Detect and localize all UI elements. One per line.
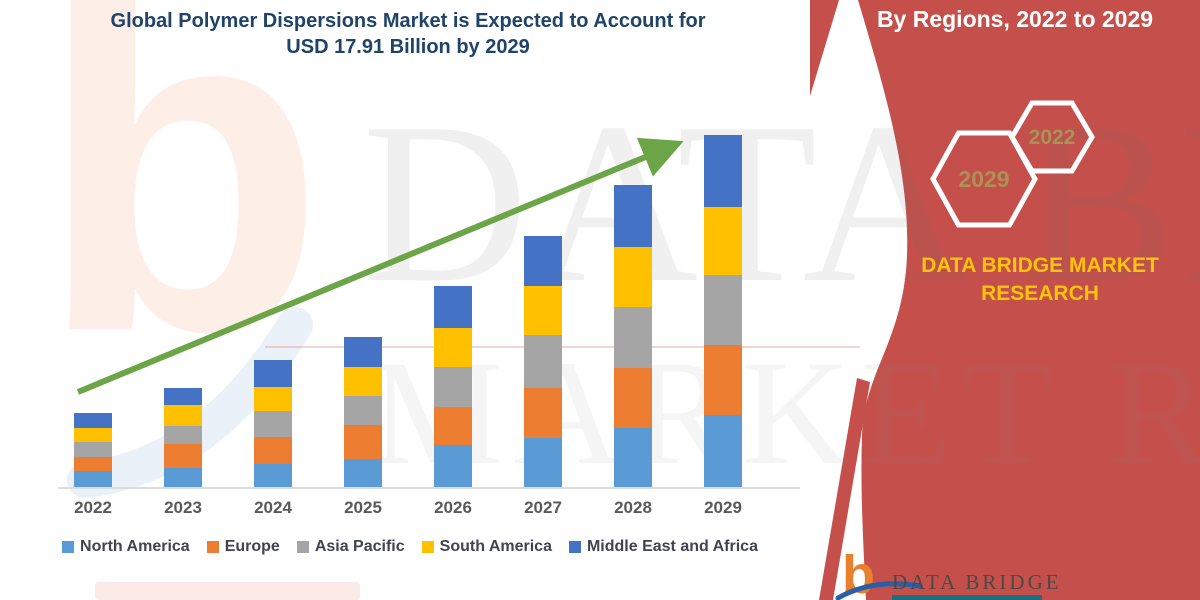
chart-title-line2: USD 17.91 Billion by 2029: [286, 36, 530, 58]
legend-item: Asia Pacific: [296, 538, 405, 556]
bar-segment-2022: [74, 428, 112, 443]
legend-label: Europe: [224, 538, 280, 555]
x-axis-label: 2023: [164, 498, 202, 517]
legend-item: South America: [421, 538, 552, 556]
legend-swatch-icon: [62, 541, 75, 553]
legend-item: Europe: [206, 538, 280, 556]
legend-swatch-icon: [568, 541, 581, 553]
bar-segment-2023: [164, 404, 202, 426]
bar-segment-2026: [434, 366, 472, 408]
bar-segment-2025: [344, 425, 382, 460]
bar-segment-2027: [524, 286, 562, 336]
bar-segment-2029: [704, 415, 742, 487]
bar-segment-2023: [164, 425, 202, 444]
bar-segment-2024: [254, 437, 292, 465]
bar-segment-2022: [74, 471, 112, 487]
panel-heading: By Regions, 2022 to 2029: [876, 6, 1154, 32]
bar-segment-2023: [164, 443, 202, 468]
watermark-text-line2: MARKET RESEARCH: [370, 330, 1200, 496]
bar-segment-2029: [704, 135, 742, 208]
bar-segment-2023: [164, 467, 202, 487]
chart-title: Global Polymer Dispersions Market is Exp…: [0, 8, 816, 60]
bar-segment-2027: [524, 388, 562, 439]
hexagon-2022-label: 2022: [1029, 126, 1076, 149]
watermark-pink-bar: [95, 582, 360, 600]
bar-segment-2029: [704, 345, 742, 416]
bar-segment-2027: [524, 438, 562, 487]
x-axis-label: 2022: [74, 498, 112, 517]
bar-segment-2025: [344, 396, 382, 426]
bar-segment-2029: [704, 275, 742, 346]
bar-segment-2027: [524, 236, 562, 287]
legend: North America Europe Asia Pacific South Ame…: [0, 538, 820, 556]
bar-segment-2023: [164, 387, 202, 405]
bar-segment-2025: [344, 459, 382, 487]
watermark-text-line1: DATA BRIDGE: [362, 75, 1200, 330]
legend-swatch-icon: [296, 541, 309, 553]
legend-item: Middle East and Africa: [568, 538, 758, 556]
bar-segment-2029: [704, 207, 742, 276]
footer-logo-strip: [892, 595, 1042, 600]
x-axis-label: 2028: [614, 498, 652, 517]
brand-line2: RESEARCH: [981, 282, 1099, 305]
bar-segment-2025: [344, 366, 382, 397]
bar-segment-2022: [74, 412, 112, 429]
legend-swatch-icon: [206, 541, 219, 553]
faint-gridline: [265, 346, 860, 348]
legend-item: North America: [62, 538, 190, 556]
chart-title-line1: Global Polymer Dispersions Market is Exp…: [110, 10, 706, 32]
x-axis-label: 2026: [434, 498, 472, 517]
bar-segment-2028: [614, 428, 652, 487]
x-axis-line: [58, 487, 800, 489]
brand-text: DATA BRIDGE MARKET RESEARCH: [880, 252, 1200, 308]
hexagon-2029-label: 2029: [958, 166, 1009, 192]
hexagon-2029: 2029: [930, 130, 1038, 228]
bar-segment-2026: [434, 444, 472, 487]
x-axis-label: 2024: [254, 498, 292, 517]
bar-segment-2028: [614, 185, 652, 248]
bar-segment-2024: [254, 464, 292, 487]
bar-segment-2026: [434, 407, 472, 445]
footer-logo-text: DATA BRIDGE: [892, 570, 1062, 594]
footer-logo-swoosh-icon: [835, 581, 923, 600]
bar-segment-2025: [344, 336, 382, 367]
bar-segment-2024: [254, 387, 292, 412]
bar-segment-2026: [434, 285, 472, 329]
legend-swatch-icon: [421, 541, 434, 553]
legend-label: North America: [80, 538, 190, 555]
x-axis-label: 2027: [524, 498, 562, 517]
legend-label: South America: [439, 538, 552, 555]
bar-segment-2028: [614, 307, 652, 369]
bar-segment-2028: [614, 247, 652, 308]
bar-segment-2022: [74, 442, 112, 458]
bar-segment-2027: [524, 335, 562, 389]
bar-segment-2026: [434, 328, 472, 367]
x-axis-label: 2029: [704, 498, 742, 517]
bar-segment-2024: [254, 411, 292, 438]
bar-segment-2024: [254, 360, 292, 388]
brand-line1: DATA BRIDGE MARKET: [921, 254, 1159, 277]
bar-segment-2022: [74, 457, 112, 472]
bar-segment-2028: [614, 368, 652, 429]
stacked-bar-chart: 2022 2023 2024 2025 2026 2027 2028 2029: [58, 135, 800, 517]
x-axis-label: 2025: [344, 498, 382, 517]
legend-label: Asia Pacific: [314, 538, 405, 555]
legend-label: Middle East and Africa: [586, 538, 758, 555]
trend-arrow: [76, 137, 684, 395]
